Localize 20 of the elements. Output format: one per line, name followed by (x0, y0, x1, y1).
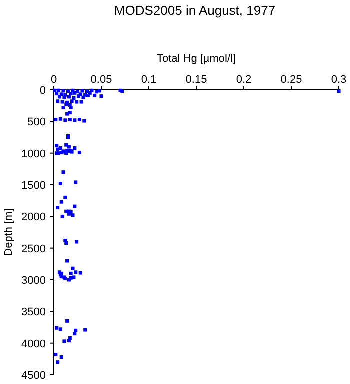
x-tick-label: 0.1 (141, 74, 157, 86)
x-axis-title: Total Hg [µmol/l] (156, 53, 236, 65)
chart-title: MODS2005 in August, 1977 (114, 3, 276, 18)
y-axis-title: Depth [m] (3, 208, 15, 256)
y-tick-label: 0 (40, 85, 46, 97)
x-tick-label: 0.05 (90, 74, 112, 86)
x-tick-label: 0.15 (186, 74, 208, 86)
y-tick-label: 2000 (22, 212, 46, 224)
y-tick-label: 3500 (22, 306, 46, 319)
y-tick-label: 1000 (22, 148, 46, 160)
y-tick-label: 3000 (22, 275, 46, 287)
x-tick-label: 0.25 (280, 74, 302, 86)
y-tick-label: 2500 (22, 243, 46, 256)
x-tick-label: 0.3 (331, 74, 347, 86)
x-tick-label: 0.2 (236, 74, 252, 86)
x-tick-label: 0 (50, 74, 58, 86)
y-tick-label: 4500 (22, 370, 46, 382)
y-tick-label: 500 (28, 116, 46, 129)
y-tick-label: 4000 (22, 338, 46, 350)
y-tick-label: 1500 (22, 180, 46, 192)
